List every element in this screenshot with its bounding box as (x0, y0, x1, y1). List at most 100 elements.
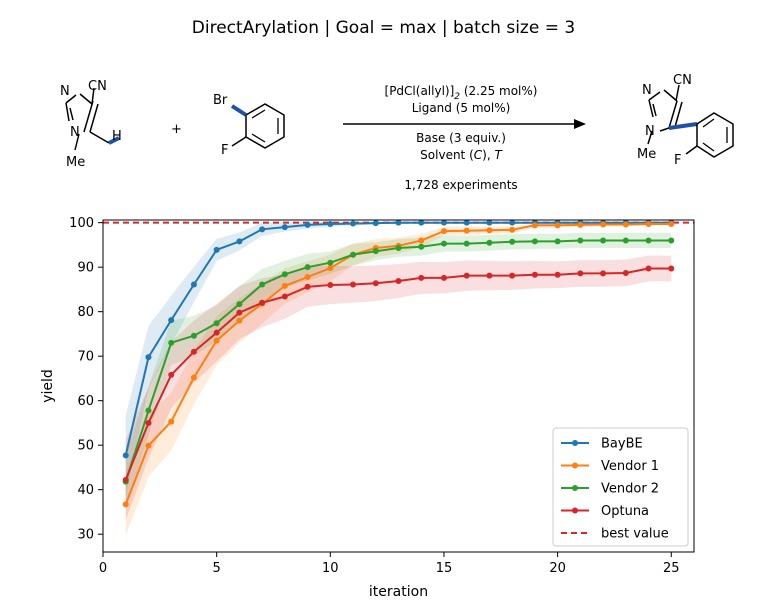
n-label: N (642, 83, 652, 98)
y-tick-label: 50 (77, 439, 94, 454)
x-tick-label: 0 (99, 561, 107, 576)
plus-sign: + (171, 122, 182, 137)
data-point-optuna (395, 277, 402, 284)
axes: 0 5 10 15 20 25 30 40 50 60 70 80 90 100 iteration yiel… (40, 216, 695, 600)
data-point-vendor-1 (440, 228, 447, 235)
reaction-arrow (343, 119, 586, 129)
data-point-vendor-2 (145, 407, 152, 414)
data-point-vendor-2 (577, 237, 584, 244)
y-tick-label: 90 (77, 261, 94, 276)
legend-label-optuna: Optuna (601, 504, 649, 519)
data-point-vendor-1 (190, 374, 197, 381)
data-point-vendor-2 (554, 238, 561, 245)
data-point-optuna (213, 329, 220, 336)
data-point-vendor-1 (418, 237, 425, 244)
solvent-label: Solvent (C), T (420, 148, 503, 162)
data-point-optuna (668, 265, 675, 272)
data-point-optuna (236, 309, 243, 316)
legend-label-vendor-1: Vendor 1 (601, 459, 659, 474)
y-tick-label: 30 (77, 528, 94, 543)
data-point-vendor-2 (622, 237, 629, 244)
plot-frame (102, 219, 695, 553)
data-point-optuna (463, 272, 470, 279)
data-point-baybe (259, 226, 266, 233)
cn-label: CN (88, 79, 107, 94)
data-point-baybe (281, 224, 288, 231)
y-tick-label: 40 (77, 483, 94, 498)
legend: BayBE Vendor 1 Vendor 2 Optuna best value (552, 427, 689, 547)
legend-marker-vendor-1 (572, 462, 578, 469)
data-point-vendor-1 (486, 227, 493, 234)
data-point-optuna (509, 272, 516, 279)
data-point-vendor-1 (645, 221, 652, 228)
fluorine-label: F (221, 143, 228, 158)
cn-label: CN (673, 73, 692, 88)
data-point-baybe (304, 221, 311, 228)
data-point-vendor-2 (395, 245, 402, 252)
data-point-vendor-2 (372, 248, 379, 255)
legend-marker-vendor-2 (572, 485, 578, 491)
data-point-vendor-1 (600, 221, 607, 228)
data-point-optuna (418, 274, 425, 281)
data-point-optuna (531, 271, 538, 278)
data-point-optuna (259, 299, 266, 306)
data-point-vendor-1 (281, 282, 288, 289)
data-point-baybe (440, 219, 447, 226)
data-point-optuna (486, 272, 493, 279)
legend-box (552, 427, 689, 547)
n-label: N (645, 124, 655, 139)
data-point-optuna (304, 283, 311, 290)
data-point-baybe (395, 219, 402, 226)
data-point-vendor-1 (463, 227, 470, 234)
x-tick-label: 5 (213, 561, 221, 576)
data-point-vendor-1 (509, 226, 516, 233)
data-point-vendor-1 (304, 273, 311, 280)
data-point-vendor-1 (145, 442, 152, 449)
data-point-vendor-2 (486, 239, 493, 246)
data-point-vendor-2 (259, 281, 266, 288)
methyl-label: Me (66, 155, 85, 170)
data-point-baybe (168, 317, 175, 324)
data-point-baybe (236, 238, 243, 245)
data-point-baybe (213, 246, 220, 253)
data-point-baybe (327, 221, 334, 228)
data-point-vendor-2 (327, 259, 334, 266)
y-tick-label: 70 (77, 350, 94, 365)
n-label: N (60, 84, 70, 99)
series-lines (122, 219, 675, 508)
product: CN N N Me F (637, 73, 734, 168)
data-point-vendor-2 (213, 320, 220, 327)
legend-marker-optuna (572, 507, 578, 514)
methyl-label: Me (637, 147, 656, 162)
data-point-vendor-2 (600, 237, 607, 244)
legend-marker-baybe (572, 440, 578, 446)
data-point-baybe (350, 220, 357, 227)
x-tick-label: 25 (663, 561, 680, 576)
data-point-baybe (418, 219, 425, 226)
data-point-baybe (509, 219, 516, 226)
catalyst-label: [PdCl(allyl)]2 (2.25 mol%) (385, 84, 538, 102)
reactant-2: Br F (213, 93, 285, 158)
data-point-vendor-2 (668, 237, 675, 244)
data-point-vendor-1 (213, 337, 220, 344)
data-point-vendor-2 (509, 238, 516, 245)
base-label: Base (3 equiv.) (416, 131, 506, 145)
data-point-vendor-1 (168, 418, 175, 425)
x-axis-label: iteration (369, 584, 428, 600)
data-point-optuna (577, 270, 584, 277)
data-point-vendor-2 (236, 301, 243, 308)
y-tick-label: 80 (77, 305, 94, 320)
experiments-label: 1,728 experiments (404, 178, 517, 192)
data-point-optuna (190, 348, 197, 355)
data-point-vendor-2 (281, 271, 288, 278)
data-point-optuna (622, 269, 629, 276)
data-point-vendor-1 (531, 222, 538, 229)
y-tick-label: 100 (69, 216, 94, 231)
data-point-baybe (372, 220, 379, 227)
x-tick-label: 15 (436, 561, 453, 576)
data-point-optuna (350, 281, 357, 288)
legend-label-best-value: best value (601, 527, 669, 542)
data-point-optuna (168, 371, 175, 378)
